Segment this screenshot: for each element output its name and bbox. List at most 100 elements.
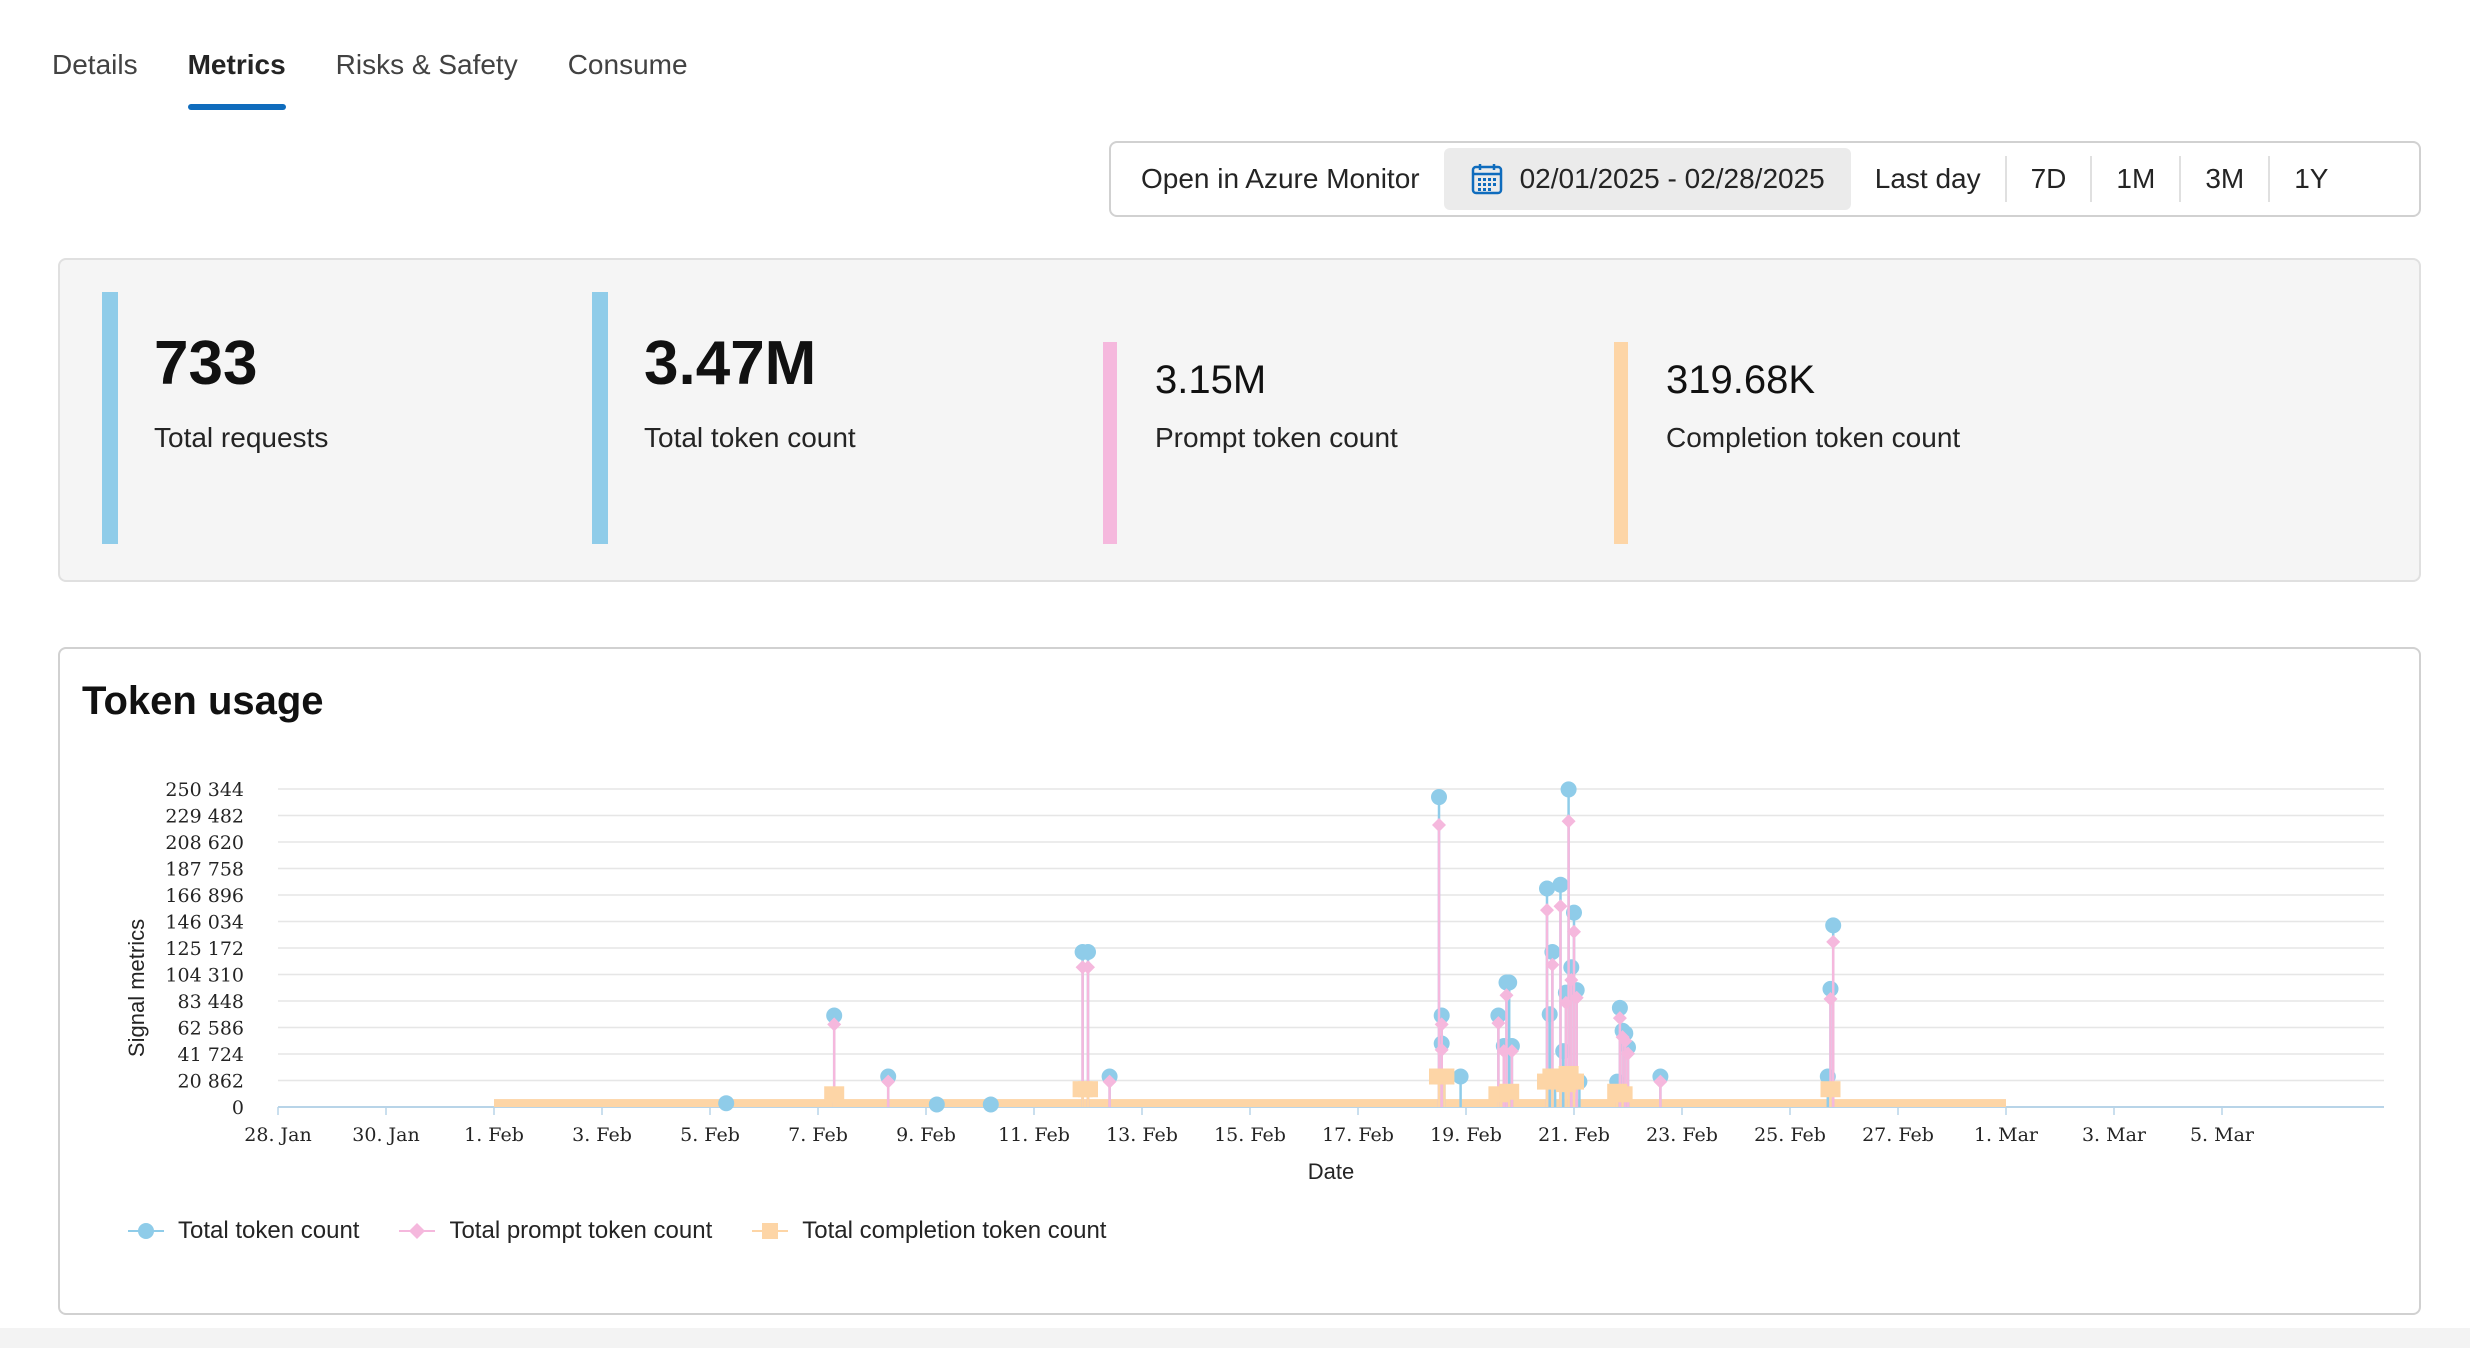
- legend-label: Total prompt token count: [449, 1217, 713, 1244]
- prompt-token-point: [1434, 1042, 1449, 1057]
- total-token-point: [1822, 980, 1839, 997]
- kpi-value: 3.15M: [1155, 358, 1267, 402]
- open-in-azure-monitor-button[interactable]: Open in Azure Monitor: [1141, 163, 1420, 194]
- y-tick-label: 0: [232, 1097, 244, 1119]
- completion-token-point: [1499, 1083, 1520, 1100]
- total-token-point: [1568, 982, 1585, 999]
- completion-token-point: [1434, 1068, 1455, 1085]
- prompt-token-point: [1558, 995, 1573, 1010]
- calendar-icon: [1471, 164, 1502, 195]
- legend-total-token-count[interactable]: Total token count: [128, 1217, 359, 1245]
- prompt-token-point: [1432, 818, 1446, 833]
- x-axis-title: Date: [1308, 1159, 1354, 1184]
- prompt-token-point: [1081, 960, 1095, 975]
- x-tick-label: 7. Feb: [788, 1124, 848, 1146]
- prompt-token-point: [1653, 1074, 1668, 1089]
- x-tick-label: 3. Mar: [2082, 1124, 2147, 1146]
- prompt-token-point: [1504, 1044, 1519, 1059]
- total-token-point: [1433, 1007, 1450, 1024]
- kpi-label: Total requests: [154, 422, 329, 453]
- total-token-point: [982, 1096, 999, 1113]
- legend-total-prompt-token-count[interactable]: Total prompt token count: [399, 1217, 712, 1245]
- kpi-accent-bar: [1103, 342, 1117, 544]
- total-token-point: [1555, 1043, 1572, 1060]
- legend-label: Total token count: [178, 1217, 360, 1244]
- tab-consume[interactable]: Consume: [567, 49, 688, 80]
- y-tick-label: 125 172: [165, 938, 244, 960]
- chart-legend: Total token count Total prompt token cou…: [128, 1217, 1146, 1245]
- kpi-value: 3.47M: [644, 329, 817, 398]
- x-tick-label: 27. Feb: [1862, 1124, 1934, 1146]
- total-token-point: [1825, 917, 1842, 934]
- y-tick-label: 20 862: [178, 1071, 244, 1093]
- prompt-token-point: [1496, 1044, 1511, 1059]
- kpi-accent-bar: [102, 292, 118, 544]
- range-3m-button[interactable]: 3M: [2205, 163, 2245, 194]
- kpi-total-token-count: 3.47M Total token count: [592, 292, 1052, 544]
- prompt-token-point: [1612, 1011, 1627, 1026]
- tab-details[interactable]: Details: [52, 49, 138, 80]
- tab-risks-safety[interactable]: Risks & Safety: [335, 49, 518, 80]
- tab-metrics[interactable]: Metrics: [187, 40, 286, 110]
- y-axis-title: Signal metrics: [124, 919, 149, 1057]
- x-tick-label: 25. Feb: [1754, 1124, 1826, 1146]
- y-tick-label: 250 344: [165, 779, 244, 801]
- total-token-point: [1819, 1068, 1836, 1085]
- date-range-text: 02/01/2025 - 02/28/2025: [1519, 163, 1825, 194]
- y-tick-label: 208 620: [165, 832, 244, 854]
- y-tick-label: 41 724: [178, 1044, 244, 1066]
- total-token-point: [826, 1007, 843, 1024]
- total-token-point: [1611, 999, 1628, 1016]
- prompt-token-point: [1823, 992, 1838, 1007]
- x-tick-label: 11. Feb: [998, 1124, 1070, 1146]
- kpi-value: 319.68K: [1666, 358, 1816, 402]
- prompt-token-point: [1569, 990, 1584, 1005]
- total-token-point: [1566, 904, 1582, 921]
- y-tick-label: 187 758: [165, 859, 244, 881]
- legend-square-icon: [752, 1223, 789, 1239]
- prompt-token-point: [827, 1017, 842, 1032]
- kpi-total-requests: 733 Total requests: [102, 292, 562, 544]
- prompt-token-point: [881, 1074, 896, 1089]
- toolbar-divider: [2179, 156, 2182, 202]
- y-tick-label: 104 310: [165, 965, 244, 987]
- total-token-point: [928, 1096, 945, 1113]
- y-tick-label: 229 482: [165, 806, 244, 828]
- x-tick-label: 30. Jan: [352, 1124, 419, 1146]
- completion-token-point: [1820, 1081, 1841, 1098]
- kpi-accent-bar: [592, 292, 608, 544]
- token-usage-chart: 0 20 862 41 724 62 586 83 448 104 310 125 172 1…: [124, 779, 2384, 1184]
- completion-token-point: [824, 1086, 845, 1103]
- y-tick-label: 83 448: [178, 991, 244, 1013]
- last-day-button[interactable]: Last day: [1874, 163, 1981, 194]
- range-1y-button[interactable]: 1Y: [2294, 163, 2329, 194]
- prompt-token-point: [1553, 899, 1568, 914]
- legend-total-completion-token-count[interactable]: Total completion token count: [752, 1217, 1106, 1245]
- toolbar-divider: [2268, 156, 2271, 202]
- range-1m-button[interactable]: 1M: [2116, 163, 2156, 194]
- total-token-point: [1452, 1068, 1469, 1085]
- x-tick-label: 1. Feb: [464, 1124, 524, 1146]
- y-tick-label: 166 896: [165, 885, 244, 907]
- x-tick-label: 3. Feb: [572, 1124, 632, 1146]
- legend-label: Total completion token count: [802, 1217, 1107, 1244]
- legend-diamond-icon: [399, 1223, 436, 1239]
- x-tick-label: 21. Feb: [1538, 1124, 1610, 1146]
- prompt-token-point: [1618, 1033, 1633, 1048]
- prompt-token-point: [1499, 988, 1514, 1003]
- date-range-picker[interactable]: 02/01/2025 - 02/28/2025: [1443, 148, 1851, 210]
- completion-token-point: [1612, 1086, 1633, 1103]
- completion-token-point: [1078, 1081, 1098, 1098]
- prompt-token-point: [1102, 1074, 1117, 1089]
- token-usage-card: Token usage 0 20 862 41 724 62 586 83 448 104…: [58, 647, 2421, 1315]
- prompt-token-point: [1540, 903, 1554, 918]
- prompt-token-point: [1491, 1016, 1506, 1031]
- page-bottom-edge: [0, 1328, 2470, 1348]
- x-tick-label: 1. Mar: [1974, 1124, 2039, 1146]
- kpi-label: Completion token count: [1666, 422, 1961, 453]
- y-tick-label: 62 586: [178, 1018, 244, 1040]
- x-tick-label: 23. Feb: [1646, 1124, 1718, 1146]
- x-tick-label: 5. Feb: [680, 1124, 740, 1146]
- range-7d-button[interactable]: 7D: [2030, 163, 2067, 194]
- total-token-point: [1541, 1006, 1558, 1023]
